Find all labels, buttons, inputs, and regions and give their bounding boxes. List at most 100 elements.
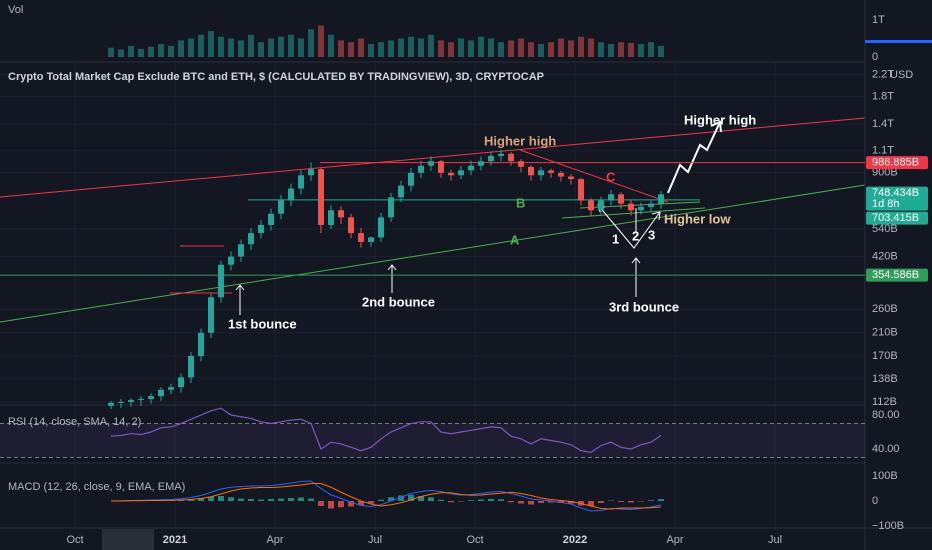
volume-bar [268,38,274,57]
macd-title: MACD (12, 26, close, 9, EMA, EMA) [8,481,185,493]
price-tag [866,186,928,211]
arrow-head [387,264,397,271]
annotation: 1 [612,231,619,246]
rsi-band [0,423,865,458]
volume-bar [118,49,124,57]
macd-histogram-bar [628,501,634,503]
y-tick-label: 1.1T [872,145,894,157]
volume-bar [458,38,464,57]
crosshair-label [102,529,154,550]
macd-histogram-bar [648,500,654,501]
candle-body [578,179,584,201]
trendline [519,149,669,203]
volume-bar [328,34,334,57]
macd-histogram-bar [508,501,514,503]
macd-histogram-bar [308,498,314,501]
arrow-head [710,120,722,133]
candle-body [138,398,144,400]
volume-bar [648,42,654,57]
annotation: B [516,195,525,210]
volume-bar [348,42,354,57]
arrow-head [651,211,661,221]
volume-bar [308,29,314,57]
annotation: A [510,232,520,247]
volume-bar [278,36,284,57]
currency: USD [890,69,913,81]
y-tick-label: 138B [872,373,898,385]
volume-bar [658,45,664,57]
macd-line [110,480,662,512]
candle-body [628,203,634,211]
price-tag-label: 354.586B [872,269,919,281]
volume-bar [378,42,384,57]
arrow-head [631,257,641,264]
volume-bar [588,38,594,57]
candle-body [648,203,654,207]
macd-histogram-bar [208,496,214,501]
macd-histogram-bar [228,497,234,501]
candle-body [318,169,324,225]
macd-histogram-bar [288,498,294,501]
price-tag-countdown: 1d 8h [872,198,900,210]
candle-body [548,170,554,173]
volume-bar [218,36,224,57]
candle-body [168,387,174,390]
volume-bar [338,40,344,57]
y-tick-label: 100B [872,470,898,482]
candle-body [218,264,224,298]
volume-bar [518,38,524,57]
y-tick-label: 540B [872,223,898,235]
annotation: Higher high [684,112,756,127]
volume-bar [358,38,364,57]
annotation: Higher high [484,133,556,148]
candle-body [338,210,344,218]
volume-bar [428,34,434,57]
macd-histogram-bar [238,498,244,501]
annotation: 2 [632,228,639,243]
macd-histogram-bar [658,499,664,501]
macd-histogram-bar [328,501,334,509]
x-tick-label: Jul [368,534,382,546]
candle-body [308,169,314,176]
volume-bar [448,42,454,57]
candle-body [428,161,434,166]
grid [0,62,865,528]
price-tag-label: 703.415B [872,212,919,224]
macd-histogram-bar [528,501,534,505]
candle-body [498,153,504,156]
candle-body [268,213,274,225]
candle-body [418,165,424,173]
volume-bar [188,38,194,57]
chart-title: Crypto Total Market Cap Exclude BTC and … [8,71,544,83]
y-tick-label: 0 [872,51,878,63]
volume-bar [438,40,444,57]
y-tick-label: 1.4T [872,118,894,130]
macd-histogram-bar [318,501,324,506]
scale-marker [865,40,932,43]
macd-histogram-bar [278,498,284,501]
macd-histogram-bar [548,501,554,503]
macd-histogram-bar [358,501,364,506]
y-tick-label: 1T [872,14,885,26]
candle-body [518,161,524,167]
candle-body [178,377,184,388]
volume-title: Vol [8,4,23,16]
y-tick-label: 260B [872,303,898,315]
annotation: C [606,169,616,184]
x-tick-label: Apr [266,534,283,546]
macd-histogram-bar [368,501,374,504]
annotation: 3 [648,227,655,242]
candle-body [488,155,494,162]
macd-histogram-bar [388,497,394,501]
macd-histogram-bar [338,501,344,508]
y-tick-label: 1.8T [872,91,894,103]
macd-histogram-bar [418,496,424,501]
candle-body [128,399,134,402]
channel-line [561,207,706,219]
macd-histogram-bar [378,499,384,501]
macd-histogram-bar [438,499,444,501]
volume-bar [298,38,304,57]
candle-body [298,175,304,189]
x-tick-label: 2021 [163,534,187,546]
